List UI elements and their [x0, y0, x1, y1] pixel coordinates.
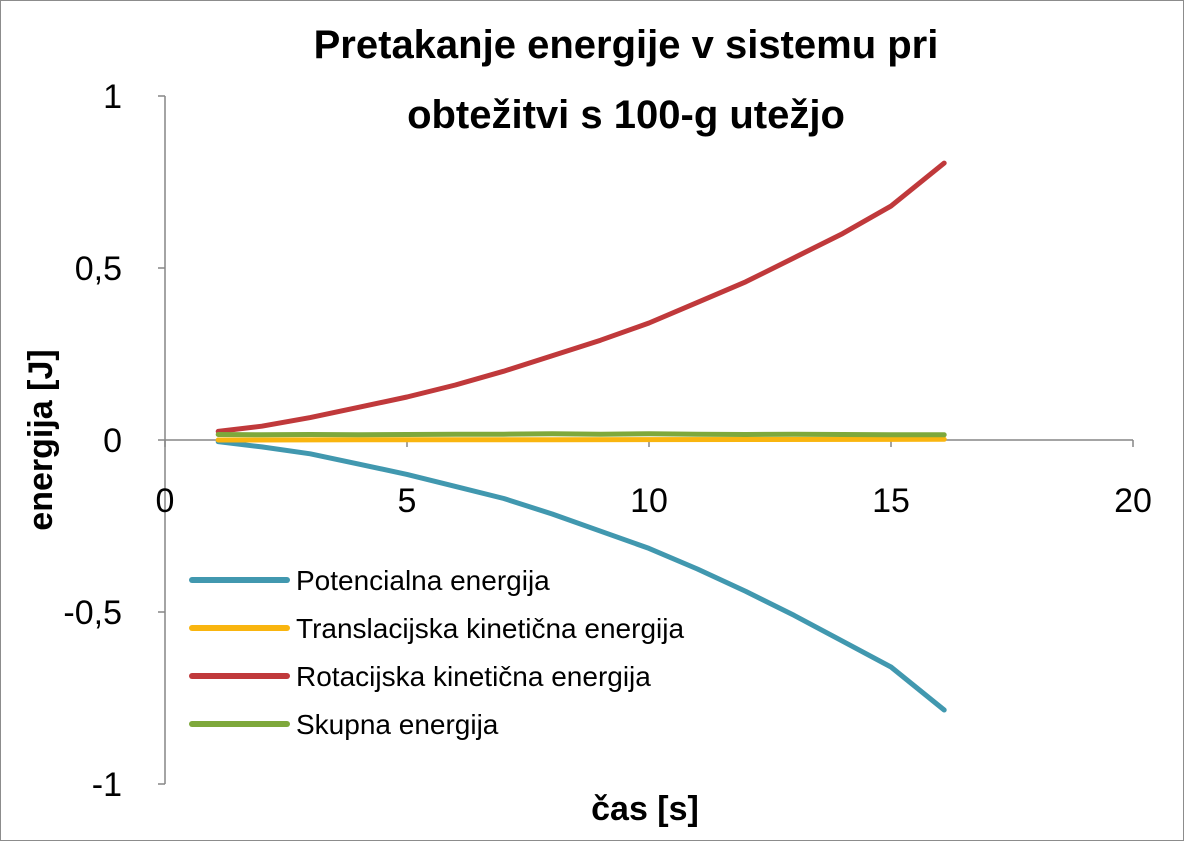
x-axis-title: čas [s] — [591, 790, 699, 828]
x-tick-label: 0 — [156, 482, 175, 520]
legend-label: Skupna energija — [296, 709, 499, 740]
legend: Potencialna energija Translacijska kineti… — [189, 565, 684, 740]
y-tick-label: 0,5 — [75, 250, 122, 288]
y-tick-label: -1 — [92, 766, 122, 804]
series-line-2 — [215, 436, 947, 443]
y-axis-title: energija [J] — [22, 349, 60, 530]
chart-title-line-1: Pretakanje energije v sistemu pri — [314, 23, 939, 67]
legend-label: Potencialna energija — [296, 565, 550, 596]
x-tick-label: 5 — [398, 482, 417, 520]
y-tick-label: -0,5 — [63, 594, 122, 632]
x-tick-label: 15 — [872, 482, 910, 520]
y-tick-label: 1 — [103, 78, 122, 116]
plot-series — [215, 160, 947, 713]
x-tick-label: 10 — [630, 482, 668, 520]
x-tick-label: 20 — [1114, 482, 1152, 520]
legend-label: Rotacijska kinetična energija — [296, 661, 651, 692]
series-line-4 — [215, 431, 947, 438]
chart-title-line-2: obtežitvi s 100-g utežjo — [407, 93, 845, 137]
legend-label: Translacijska kinetična energija — [296, 613, 684, 644]
series-line-3 — [215, 160, 947, 434]
y-tick-label: 0 — [103, 422, 122, 460]
series-line-1 — [215, 439, 947, 713]
